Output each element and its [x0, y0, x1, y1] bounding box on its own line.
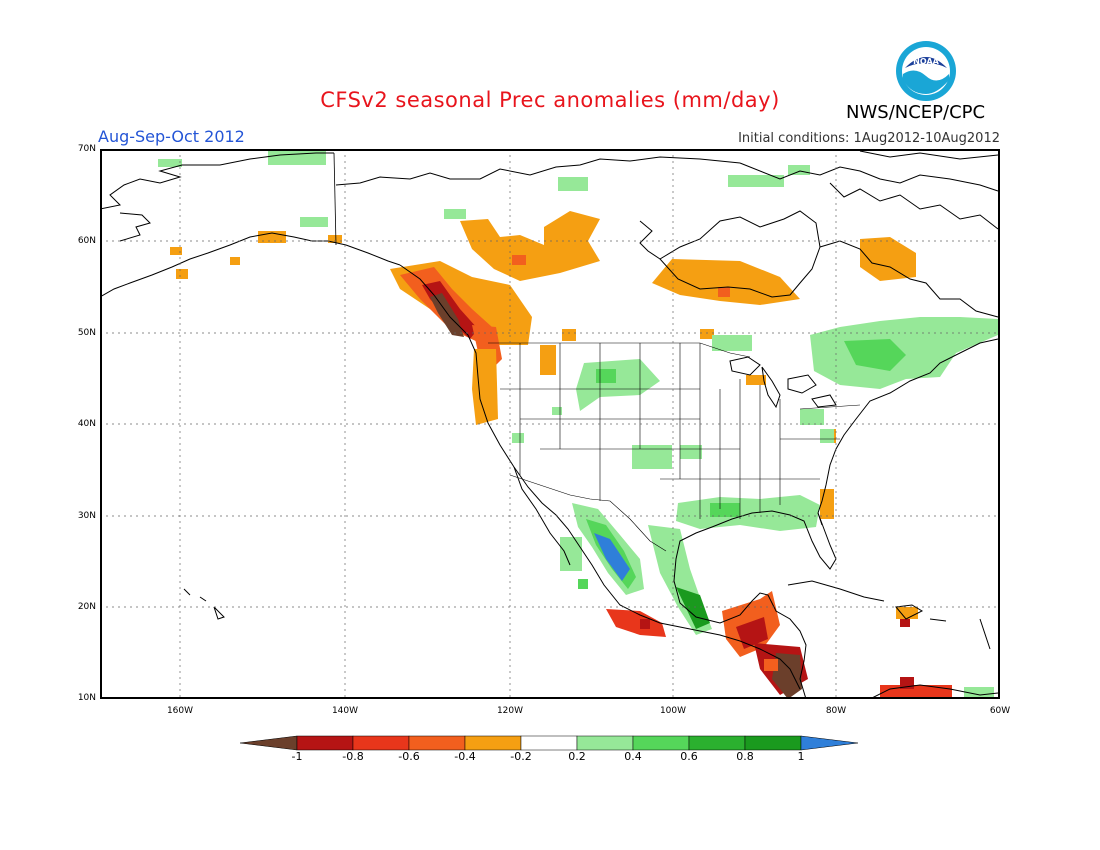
colorbar-swatch: [576, 735, 634, 751]
svg-text:NOAA: NOAA: [913, 57, 939, 66]
lon-label-140w: 140W: [331, 706, 359, 716]
season-label: Aug-Sep-Oct 2012: [98, 127, 245, 146]
colorbar-swatch: [352, 735, 410, 751]
colorbar-tick: -0.4: [454, 750, 476, 763]
map-title: CFSv2 seasonal Prec anomalies (mm/day): [320, 88, 780, 112]
lon-label-160w: 160W: [166, 706, 194, 716]
colorbar-tick: 0.8: [736, 750, 754, 763]
colorbar-swatch: [800, 735, 859, 751]
colorbar-tick: 0.4: [624, 750, 642, 763]
coastlines: [100, 150, 999, 699]
lat-label-50n: 50N: [77, 328, 96, 338]
lon-label-120w: 120W: [496, 706, 524, 716]
agency-label: NWS/NCEP/CPC: [846, 102, 986, 123]
lon-label-100w: 100W: [659, 706, 687, 716]
lat-label-10n: 10N: [77, 693, 96, 703]
colorbar-tick: 0.6: [680, 750, 698, 763]
colorbar-swatch: [296, 735, 354, 751]
colorbar-tick: 0.2: [568, 750, 586, 763]
colorbar-swatch: [688, 735, 746, 751]
lon-label-60w: 60W: [989, 706, 1011, 716]
colorbar-swatch: [520, 735, 578, 751]
initial-conditions-label: Initial conditions: 1Aug2012-10Aug2012: [738, 131, 1000, 146]
colorbar-tick: 1: [797, 750, 805, 763]
lat-label-30n: 30N: [77, 511, 96, 521]
colorbar-swatch: [632, 735, 690, 751]
colorbar-swatch: [240, 735, 298, 751]
colorbar-tick: -0.6: [398, 750, 420, 763]
colorbar-tick: -0.2: [510, 750, 532, 763]
colorbar-swatch: [744, 735, 802, 751]
precip-anomaly-map: [100, 149, 1000, 699]
colorbar-swatch: [408, 735, 466, 751]
graticule: [100, 149, 1000, 699]
lat-label-70n: 70N: [77, 144, 96, 154]
colorbar-tick: -0.8: [342, 750, 364, 763]
map-svg: [100, 149, 1000, 699]
lat-label-20n: 20N: [77, 602, 96, 612]
colorbar-tick: -1: [291, 750, 303, 763]
noaa-logo: NOAA: [896, 41, 956, 101]
lon-label-80w: 80W: [825, 706, 847, 716]
colorbar-swatch: [464, 735, 522, 751]
lat-label-40n: 40N: [77, 419, 96, 429]
lat-label-60n: 60N: [77, 236, 96, 246]
political-borders: [488, 342, 861, 552]
colorbar: [240, 735, 859, 751]
